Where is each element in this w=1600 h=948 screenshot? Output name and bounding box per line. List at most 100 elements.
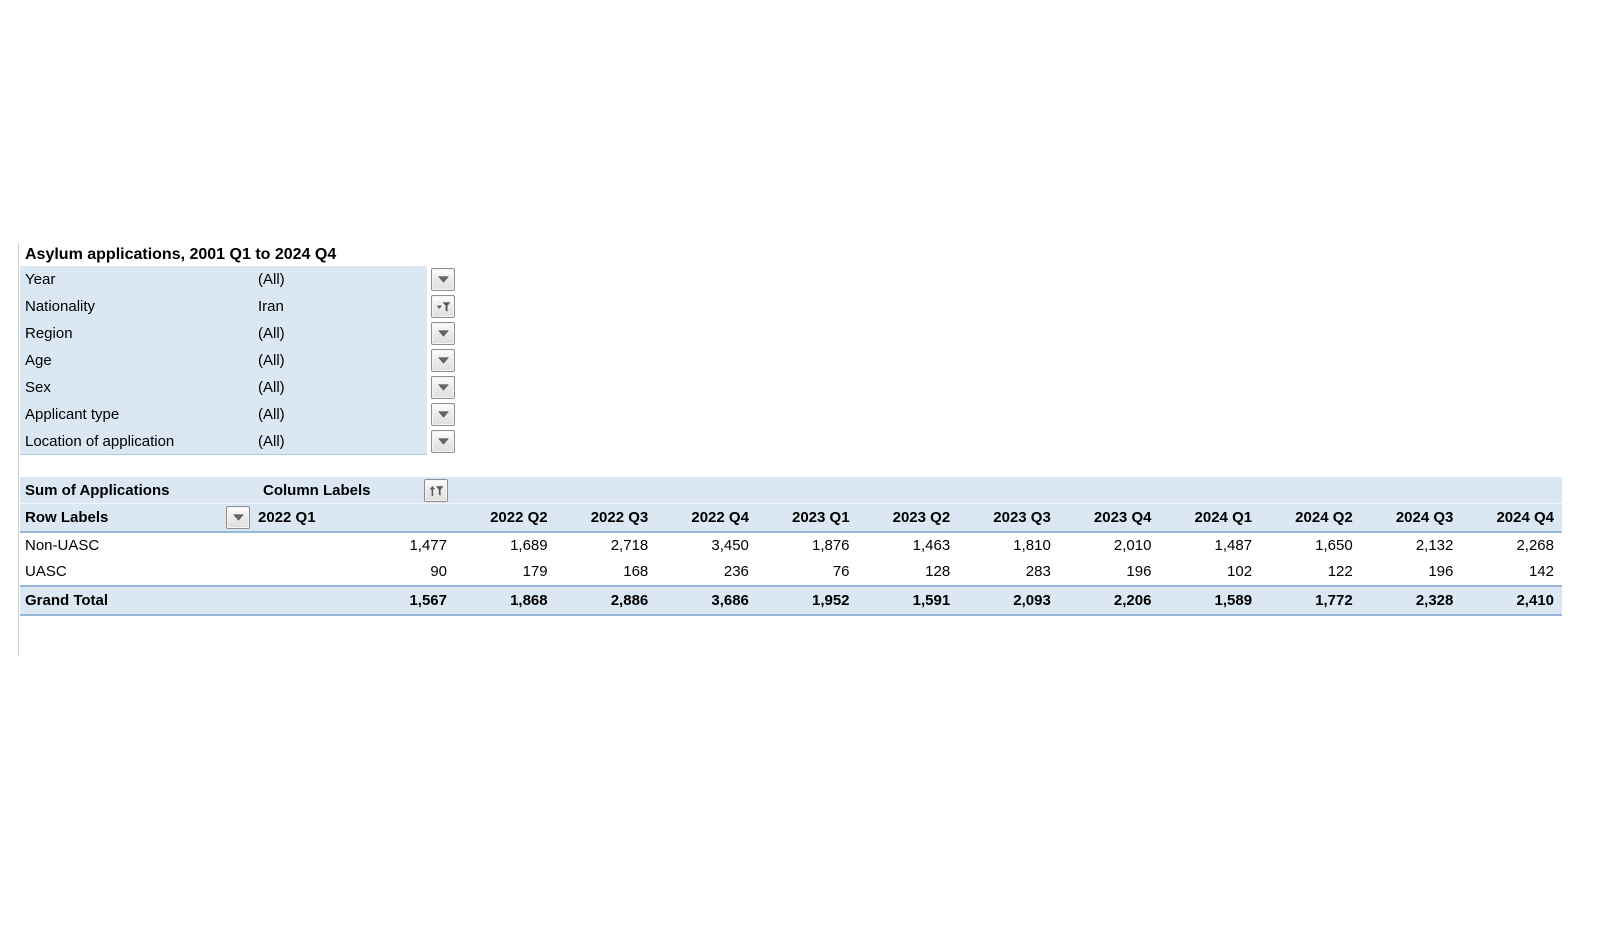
- filter-row-background: [20, 347, 427, 374]
- grand-total-cell: 2,410: [1516, 592, 1554, 609]
- column-header-2024-q2: 2024 Q2: [1295, 509, 1353, 526]
- pivot-header-band: Sum of Applications Column Labels: [20, 477, 1562, 504]
- filter-dropdown-button-year[interactable]: [431, 268, 455, 291]
- column-header-2023-q4: 2023 Q4: [1093, 509, 1152, 526]
- filter-label: Applicant type: [25, 406, 120, 423]
- grand-total-label: Grand Total: [25, 592, 109, 609]
- column-header-2023-q2: 2023 Q2: [892, 509, 951, 526]
- grand-total-cell: 1,591: [912, 592, 951, 609]
- worksheet-gridline: [18, 243, 19, 656]
- filter-label: Age: [25, 352, 52, 369]
- data-cell: 196: [1428, 563, 1454, 580]
- chevron-down-icon: [437, 357, 449, 364]
- column-header-2022-q4: 2022 Q4: [691, 509, 749, 526]
- filter-row-nationality: Nationality Iran: [20, 293, 480, 320]
- data-cell: 196: [1126, 563, 1152, 580]
- data-cell: 76: [832, 563, 850, 580]
- filter-row-year: Year (All): [20, 266, 480, 293]
- filter-dropdown-button-nationality[interactable]: [431, 295, 455, 318]
- column-header-2022-q1: 2022 Q1: [258, 509, 316, 526]
- filter-row-background: [20, 374, 427, 401]
- filter-label: Sex: [25, 379, 51, 396]
- row-labels-dropdown-button[interactable]: [226, 506, 250, 529]
- grand-total-row: Grand Total 1,567 1,868 2,886 3,686 1,952 1,59…: [20, 585, 1562, 616]
- grand-total-cell: 3,686: [711, 592, 749, 609]
- data-cell: 2,010: [1113, 537, 1152, 554]
- filter-dropdown-button-applicant-type[interactable]: [431, 403, 455, 426]
- column-header-2023-q1: 2023 Q1: [791, 509, 850, 526]
- grand-total-cell: 2,093: [1013, 592, 1051, 609]
- filter-dropdown-button-sex[interactable]: [431, 376, 455, 399]
- data-cell: 283: [1025, 563, 1051, 580]
- column-labels-sort-filter-button[interactable]: [424, 479, 448, 502]
- filter-dropdown-button-age[interactable]: [431, 349, 455, 372]
- filter-row-background: [20, 401, 427, 428]
- column-header-2024-q3: 2024 Q3: [1395, 509, 1454, 526]
- data-cell: 3,450: [711, 537, 749, 554]
- data-cell: 128: [925, 563, 951, 580]
- chevron-down-icon: [437, 384, 449, 391]
- filter-row-applicant-type: Applicant type (All): [20, 401, 480, 428]
- column-header-2022-q2: 2022 Q2: [490, 509, 548, 526]
- filter-row-age: Age (All): [20, 347, 480, 374]
- report-title: Asylum applications, 2001 Q1 to 2024 Q4: [25, 246, 337, 263]
- filter-funnel-icon: [436, 301, 450, 312]
- data-cell: 142: [1528, 563, 1554, 580]
- chevron-down-icon: [437, 330, 449, 337]
- filter-row-background: [20, 428, 427, 455]
- filter-row-background: [20, 320, 427, 347]
- filter-value: Iran: [258, 298, 284, 315]
- grand-total-cell: 1,589: [1214, 592, 1253, 609]
- filter-row-location-of-application: Location of application (All): [20, 428, 480, 455]
- column-header-2024-q4: 2024 Q4: [1496, 509, 1554, 526]
- page-filter-area: Year (All) Nationality Iran Region (All) Age (A…: [20, 266, 480, 455]
- data-cell: 122: [1327, 563, 1353, 580]
- pivot-table: Sum of Applications Column Labels Row La…: [20, 477, 1562, 616]
- grand-total-cell: 2,328: [1415, 592, 1454, 609]
- pivot-column-header-row: Row Labels 2022 Q1 2022 Q2 2022 Q3 2022 Q4 2…: [20, 504, 1562, 533]
- column-header-2022-q3: 2022 Q3: [590, 509, 649, 526]
- row-label: Non-UASC: [25, 537, 100, 554]
- data-cell: 1,689: [510, 537, 548, 554]
- data-cell: 236: [723, 563, 749, 580]
- data-cell: 1,487: [1214, 537, 1253, 554]
- filter-label: Nationality: [25, 298, 96, 315]
- column-header-2024-q1: 2024 Q1: [1194, 509, 1253, 526]
- grand-total-cell: 2,206: [1113, 592, 1152, 609]
- filter-row-background: [20, 293, 427, 320]
- grand-total-cell: 1,772: [1315, 592, 1353, 609]
- data-cell: 1,463: [912, 537, 951, 554]
- row-label: UASC: [25, 563, 67, 580]
- chevron-down-icon: [232, 514, 244, 521]
- grand-total-cell: 1,868: [510, 592, 548, 609]
- grand-total-cell: 1,567: [409, 592, 447, 609]
- data-cell: 2,718: [610, 537, 649, 554]
- filter-dropdown-button-location-of-application[interactable]: [431, 430, 455, 453]
- data-cell: 2,268: [1516, 537, 1554, 554]
- filter-row-background: [20, 266, 427, 293]
- table-row-non-uasc: Non-UASC 1,477 1,689 2,718 3,450 1,876 1,463 1,…: [20, 533, 1562, 559]
- filter-value: (All): [258, 379, 285, 396]
- column-header-2023-q3: 2023 Q3: [993, 509, 1051, 526]
- data-cell: 2,132: [1415, 537, 1454, 554]
- chevron-down-icon: [437, 438, 449, 445]
- filter-value: (All): [258, 271, 285, 288]
- pivot-data-rows: Non-UASC 1,477 1,689 2,718 3,450 1,876 1,463 1,…: [20, 533, 1562, 585]
- filter-row-region: Region (All): [20, 320, 480, 347]
- data-cell: 1,876: [811, 537, 850, 554]
- filter-label: Region: [25, 325, 73, 342]
- row-labels-cell: Row Labels: [20, 504, 250, 531]
- data-cell: 168: [623, 563, 649, 580]
- table-row-uasc: UASC 90 179 168 236 76 128 283 196 102 122 196 142: [20, 559, 1562, 585]
- filter-value: (All): [258, 406, 285, 423]
- filter-label: Year: [25, 271, 56, 288]
- data-cell: 1,650: [1315, 537, 1353, 554]
- sort-asc-filter-icon: [429, 485, 443, 496]
- filter-value: (All): [258, 433, 285, 450]
- grand-total-cell: 1,952: [811, 592, 850, 609]
- filter-dropdown-button-region[interactable]: [431, 322, 455, 345]
- filter-value: (All): [258, 325, 285, 342]
- filter-label: Location of application: [25, 433, 175, 450]
- data-cell: 1,810: [1013, 537, 1051, 554]
- column-labels-label: Column Labels: [263, 482, 371, 499]
